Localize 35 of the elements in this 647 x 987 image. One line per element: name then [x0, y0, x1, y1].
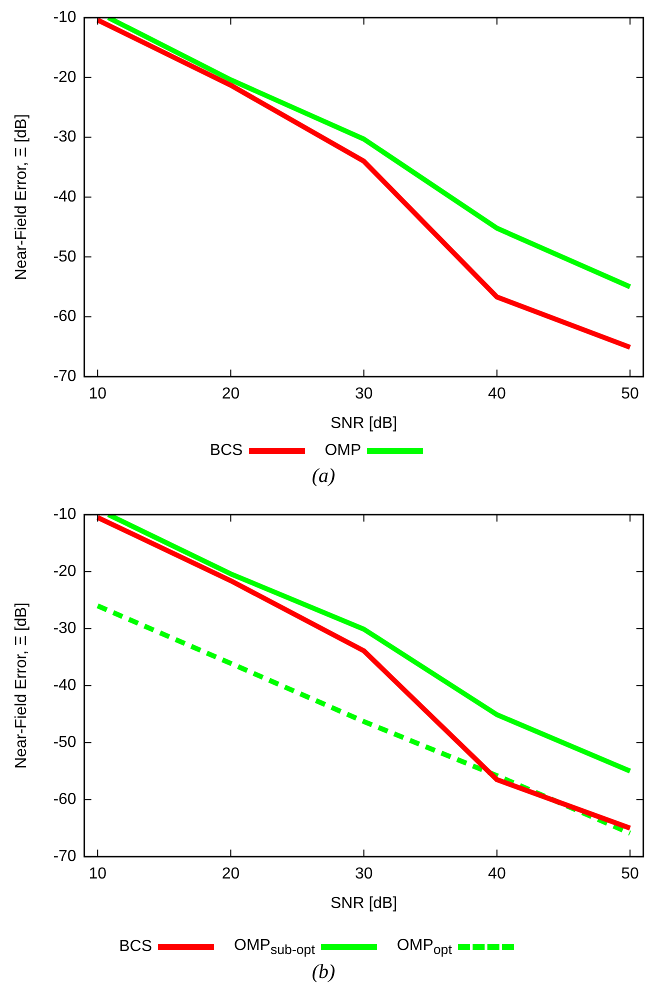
text: (a) — [310, 465, 336, 489]
y-tick-label: -60 — [53, 308, 76, 326]
x-tick-label: 10 — [88, 386, 107, 403]
x-tick-label: 20 — [222, 866, 240, 883]
x-tick-label: 10 — [88, 866, 107, 883]
x-axis-title: SNR [dB] — [330, 894, 398, 912]
legend-label: BCS — [119, 938, 152, 956]
y-axis-title: Near-Field Error, Ξ [dB] — [13, 114, 30, 280]
y-tick-label: -50 — [53, 734, 76, 752]
y-tick-label: -70 — [53, 368, 76, 386]
y-tick-label: -20 — [53, 563, 76, 580]
x-tick-label: 50 — [621, 386, 640, 403]
y-tick-label: -50 — [53, 248, 76, 266]
x-tick-label: 30 — [354, 866, 373, 883]
y-tick-label: -70 — [53, 848, 76, 866]
y-tick-label: -60 — [53, 791, 76, 808]
x-axis-title: SNR [dB] — [330, 414, 398, 432]
x-tick-label: 40 — [488, 866, 506, 883]
y-tick-label: -10 — [53, 506, 76, 524]
x-tick-label: 30 — [354, 386, 373, 403]
x-tick-label: 20 — [222, 386, 240, 403]
y-tick-label: -40 — [53, 677, 76, 694]
legend-label: OMP$_{sub-opt}$ — [234, 936, 315, 958]
legend-label: OMP$_{opt}$ — [396, 936, 452, 958]
y-tick-label: -30 — [53, 620, 76, 638]
y-tick-label: -40 — [53, 188, 76, 206]
y-tick-label: -30 — [53, 128, 76, 146]
legend-label: BCS — [210, 442, 243, 460]
y-axis-title: Near-Field Error, Ξ [dB] — [13, 602, 30, 769]
y-tick-label: -10 — [53, 9, 76, 26]
y-tick-label: -20 — [53, 68, 76, 86]
x-tick-label: 40 — [488, 386, 506, 403]
text: (b) — [310, 961, 336, 985]
legend-label: OMP — [324, 442, 362, 460]
x-tick-label: 50 — [621, 866, 640, 883]
